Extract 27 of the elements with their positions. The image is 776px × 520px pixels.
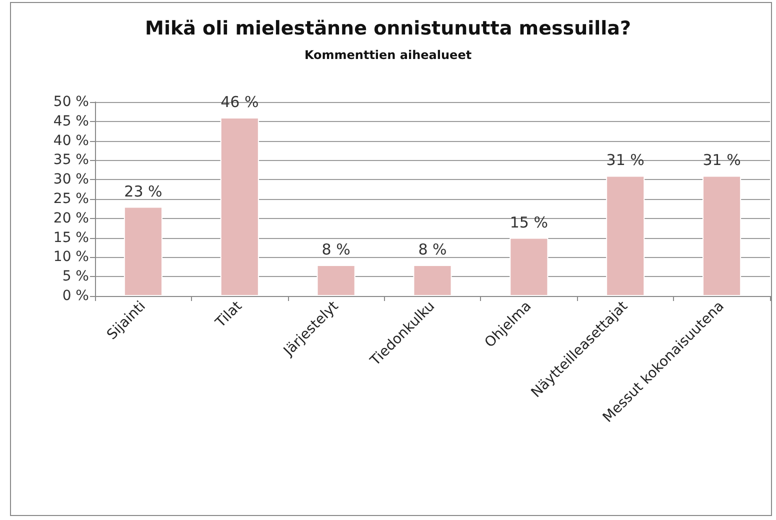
data-label: 8 % [418,240,447,258]
data-label: 8 % [322,240,350,258]
bar [316,264,356,296]
bar [124,206,162,296]
y-tick-label: 40 % [53,132,89,149]
bar [606,176,645,296]
y-tick-label: 0 % [62,288,89,304]
y-tick-label: 10 % [53,249,89,266]
y-tick-label: 20 % [53,210,89,226]
bar [413,264,452,296]
chart-title: Mikä oli mielestänne onnistunutta messuilla? [145,18,631,40]
y-tick-label: 30 % [53,172,89,188]
bar [702,176,742,296]
data-label: 46 % [220,93,259,112]
y-tick-label: 15 % [53,230,89,246]
bar [510,238,548,296]
bar [220,118,259,296]
y-tick-label: 5 % [62,268,89,285]
data-label: 23 % [124,182,162,200]
y-tick-label: 50 % [53,94,89,110]
data-label: 15 % [510,213,548,232]
y-tick-label: 45 % [53,113,89,130]
data-label: 31 % [606,151,644,170]
y-tick-label: 35 % [53,152,89,168]
y-tick-label: 25 % [53,191,89,207]
chart-subtitle: Kommenttien aihealueet [304,48,472,62]
data-label: 31 % [702,151,741,170]
